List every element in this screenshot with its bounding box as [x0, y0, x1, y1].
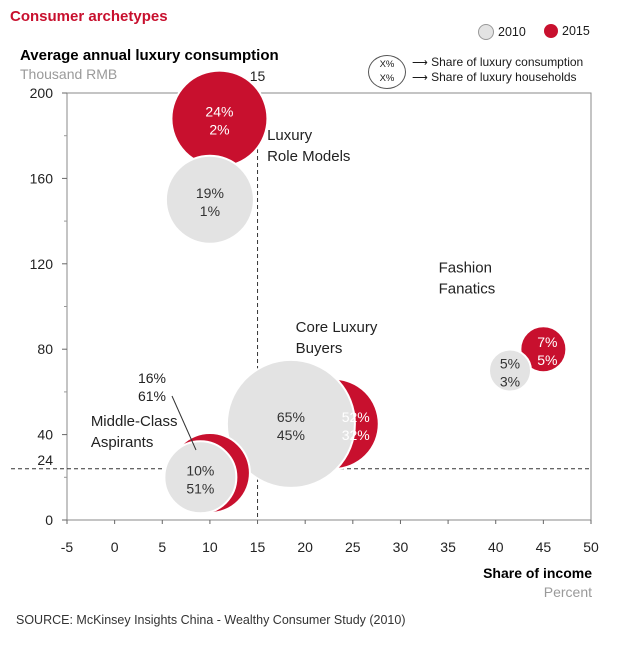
group-label: Fanatics — [439, 280, 496, 297]
x-tick-label: 0 — [111, 539, 119, 555]
x-tick-label: 30 — [393, 539, 409, 555]
group-label: Buyers — [296, 340, 343, 357]
legend-2015-swatch — [544, 24, 558, 38]
bubble-label-households: 3% — [500, 374, 520, 390]
y-tick-label: 200 — [30, 85, 54, 101]
bubble-2015 — [519, 325, 568, 374]
arrow-right-icon: ⟶ — [412, 57, 428, 69]
y-tick-label: 120 — [30, 256, 54, 272]
bubble-label-households: 51% — [186, 480, 214, 496]
bubble-label-consumption: 7% — [537, 334, 557, 350]
bubble-label-households: 2% — [209, 122, 229, 138]
x-tick-label: 25 — [345, 539, 361, 555]
chart-supertitle: Consumer archetypes — [10, 8, 168, 25]
bubble-label-households: 45% — [277, 427, 305, 443]
x-tick-label: 50 — [583, 539, 599, 555]
legend-key-bottom-desc: Share of luxury households — [431, 70, 577, 84]
x-tick-label: 5 — [158, 539, 166, 555]
bubble-label-consumption: 5% — [500, 356, 520, 372]
arrow-right-icon: ⟶ — [412, 72, 428, 84]
x-tick-label: 15 — [250, 539, 266, 555]
outside-label-leader — [171, 395, 197, 451]
y-axis-unit: Thousand RMB — [20, 66, 118, 82]
legend-2015-label: 2015 — [562, 24, 590, 38]
group-label: Fashion — [439, 259, 492, 276]
group-label: Aspirants — [91, 434, 154, 451]
outside-label-households: 61% — [138, 388, 166, 404]
bubble-label-consumption: 24% — [205, 104, 233, 120]
legend-key-top-desc: Share of luxury consumption — [431, 55, 584, 69]
x-tick-label: 10 — [202, 539, 218, 555]
y-tick-label: 160 — [30, 170, 54, 186]
y-tick-label: 80 — [37, 341, 53, 357]
y-tick-label: 0 — [45, 512, 53, 528]
legend-key-top: X% — [379, 59, 395, 70]
bubble-label-consumption: 65% — [277, 409, 305, 425]
group-label: Middle-Class — [91, 413, 178, 430]
source-note: SOURCE: McKinsey Insights China - Wealth… — [16, 613, 406, 627]
x-tick-label: 20 — [297, 539, 313, 555]
bubble-label-households: 5% — [537, 352, 557, 368]
legend-key-top-row: ⟶ Share of luxury consumption — [412, 55, 583, 69]
group-label: Role Models — [267, 148, 350, 165]
legend-2010-swatch — [478, 24, 494, 40]
bubble-2010 — [488, 348, 533, 393]
bubble-label-consumption: 52% — [342, 409, 370, 425]
legend-key-bubble: X% X% — [368, 55, 406, 89]
x-axis-unit: Percent — [543, 584, 592, 600]
legend-key-bottom-row: ⟶ Share of luxury households — [412, 70, 577, 84]
legend-key-bottom: X% — [379, 73, 395, 84]
legend-2010-label: 2010 — [498, 25, 526, 39]
bubble-chart: 0 40 80 120 160 200 -5 0 5 10 15 20 25 30 35 40 45 50 15 24… — [11, 68, 599, 555]
bubble-2010 — [225, 358, 356, 489]
x-tick-label: -5 — [61, 539, 74, 555]
x-tick-label: 40 — [488, 539, 504, 555]
group-label: Core Luxury — [296, 319, 378, 336]
y-axis-title: Average annual luxury consumption — [20, 47, 279, 64]
outside-label-consumption: 16% — [138, 370, 166, 386]
bubble-label-households: 1% — [200, 203, 220, 219]
legend-2015: 2015 — [544, 24, 590, 38]
bubble-label-consumption: 10% — [186, 462, 214, 478]
x-axis-title: Share of income — [483, 565, 592, 581]
reference-line-x-label: 15 — [250, 68, 266, 84]
x-tick-label: 45 — [536, 539, 552, 555]
x-tick-label: 35 — [440, 539, 456, 555]
bubble-2010 — [163, 440, 238, 515]
legend-2010: 2010 — [478, 24, 526, 40]
y-tick-label: 40 — [37, 427, 53, 443]
bubble-2010 — [164, 154, 255, 245]
group-label: Luxury — [267, 127, 313, 144]
bubble-label-households: 32% — [342, 427, 370, 443]
reference-line-y-label: 24 — [37, 452, 53, 468]
bubble-label-consumption: 19% — [196, 185, 224, 201]
